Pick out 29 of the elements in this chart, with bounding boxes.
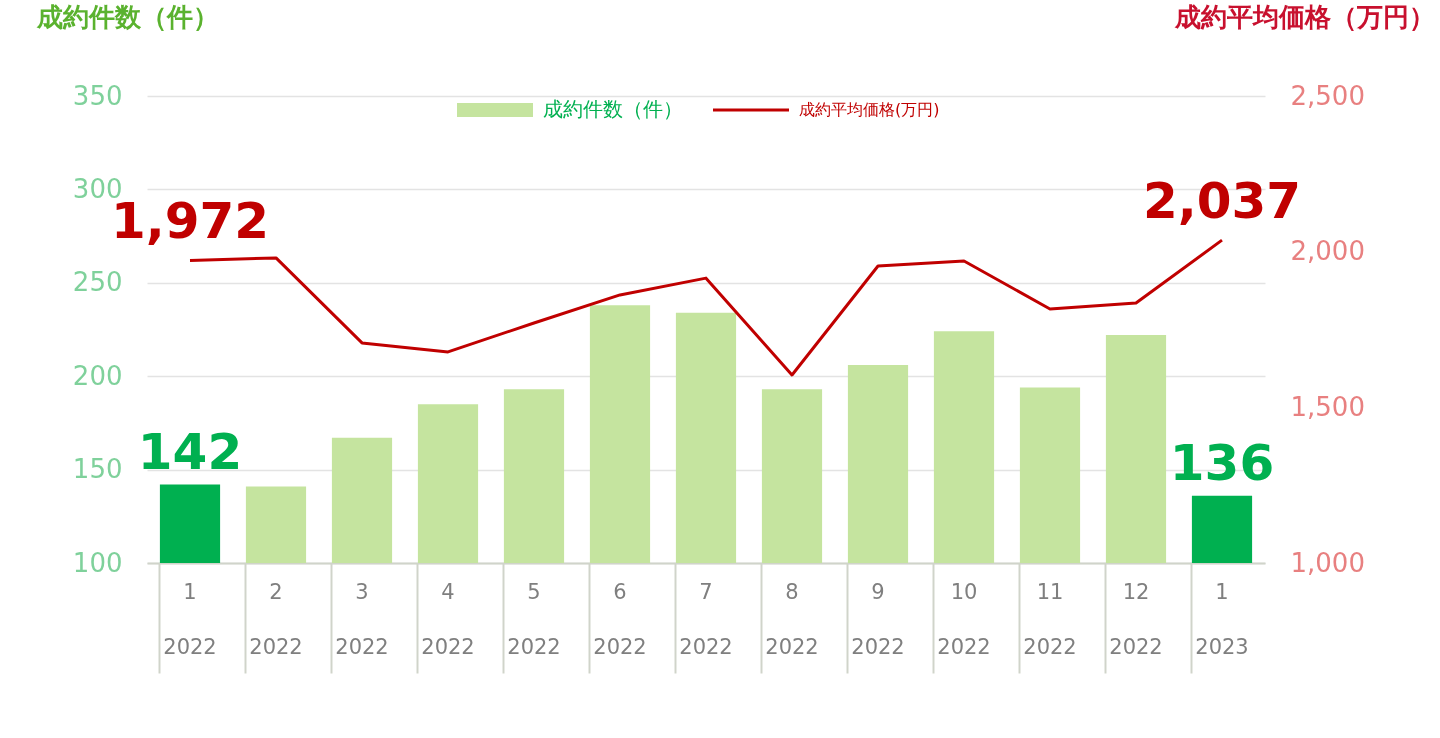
y-tick-label: 150 (72, 454, 123, 485)
category-label: 5 2022 (507, 579, 561, 659)
y-tick-label: 250 (72, 267, 123, 298)
category-label: 1 2022 (163, 579, 217, 659)
category-label: 9 2022 (851, 579, 905, 659)
y2-tick-label: 1,000 (1290, 547, 1365, 578)
category-label: 10 2022 (937, 579, 991, 659)
category-label: 11 2022 (1023, 579, 1077, 659)
category-label: 12 2022 (1109, 579, 1163, 659)
y2-tick-label: 2,500 (1290, 80, 1365, 111)
category-label: 8 2022 (765, 579, 819, 659)
category-label: 7 2022 (679, 579, 733, 659)
y-tick-label: 350 (72, 80, 123, 111)
data-label: 2,037 (1142, 172, 1302, 231)
category-label: 2 2022 (249, 579, 303, 659)
y2-axis-title: 成約平均価格（万円） (1174, 2, 1435, 32)
category-label: 4 2022 (421, 579, 475, 659)
category-label: 3 2022 (335, 579, 389, 659)
y-tick-label: 200 (72, 360, 123, 391)
data-label: 142 (137, 422, 243, 481)
category-label: 6 2022 (593, 579, 647, 659)
y-axis-title: 成約件数（件） (36, 2, 219, 32)
category-label: 1 2023 (1195, 579, 1249, 659)
legend-label: 成約平均価格(万円) (799, 100, 940, 119)
y2-tick-label: 2,000 (1290, 236, 1365, 267)
legend-label: 成約件数（件） (543, 97, 683, 121)
data-label: 136 (1169, 433, 1275, 492)
y2-tick-label: 1,500 (1290, 391, 1365, 422)
y-tick-label: 100 (72, 547, 123, 578)
